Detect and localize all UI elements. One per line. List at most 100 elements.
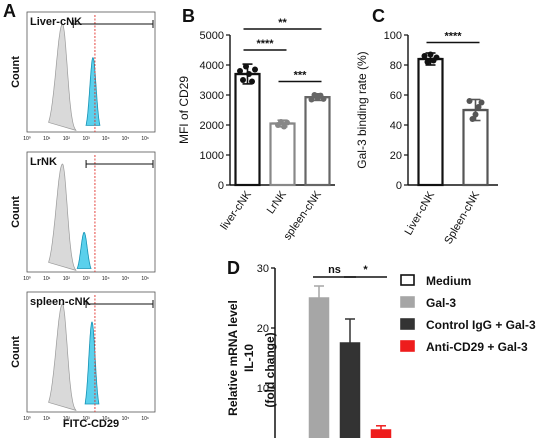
stained-histogram [85, 57, 101, 126]
histogram-y-label: Count [10, 196, 22, 228]
chart-title: IL-10 [242, 344, 256, 372]
data-point [424, 59, 431, 65]
sample-label: spleen-cNK [30, 296, 91, 308]
x-tick-label: 10¹ [43, 136, 51, 142]
y-tick-label: 0 [218, 180, 224, 192]
panel-letter-c: C [372, 6, 385, 26]
y-axis-title: Gal-3 binding rate (%) [355, 51, 369, 168]
bar [269, 122, 296, 187]
legend-label: Control IgG + Gal-3 [426, 318, 536, 332]
y-tick-label: 10 [257, 383, 269, 395]
legend-label: Gal-3 [426, 296, 456, 310]
panel-letter-d: D [227, 258, 240, 278]
histogram-frame-1 [26, 151, 156, 273]
x-tick-label: 10⁶ [141, 136, 149, 142]
y-tick-label: 1000 [200, 150, 224, 162]
histogram-y-label: Count [10, 336, 22, 368]
y-tick-label: 40 [390, 120, 402, 132]
data-point [237, 68, 243, 74]
bar [304, 95, 331, 187]
x-tick-label: 10¹ [43, 276, 51, 282]
legend-label: Anti-CD29 + Gal-3 [426, 340, 528, 354]
y-tick-label: 2000 [200, 120, 224, 132]
significance-label: ** [278, 17, 287, 29]
histogram-frame-2 [26, 291, 156, 413]
y-axis-title-unit: (fold change) [263, 332, 277, 407]
control-histogram [48, 303, 77, 411]
y-tick-label: 100 [384, 30, 402, 42]
x-tick-label: 10⁴ [102, 276, 110, 282]
legend-swatch [400, 296, 415, 308]
data-point [284, 119, 290, 126]
y-tick-label: 60 [390, 90, 402, 102]
bar [308, 297, 330, 438]
data-point [433, 54, 440, 61]
y-tick-label: 4000 [200, 60, 224, 72]
data-point [243, 63, 249, 70]
x-tick-label: 10⁶ [141, 416, 149, 422]
legend-swatch [400, 274, 415, 286]
significance-label: *** [294, 70, 308, 82]
x-tick-label: 10⁶ [141, 276, 149, 282]
y-tick-label: 20 [257, 323, 269, 335]
category-label: Spleen-cNK [442, 189, 482, 246]
y-tick-label: 30 [257, 263, 269, 275]
category-label: Liver-cNK [403, 189, 438, 237]
panel-c-bar-chart: 0 20 40 60 80 100 Liver-cNK Spleen-cNK **** Gal-3… [355, 30, 498, 246]
legend-swatch [400, 318, 415, 330]
panel-letter-a: A [3, 1, 16, 21]
significance-label: **** [444, 31, 462, 43]
histogram-frame-0 [26, 11, 156, 133]
significance-label: ns [328, 264, 341, 276]
x-tick-label: 10³ [82, 136, 90, 142]
y-tick-label: 3000 [200, 90, 224, 102]
data-point [278, 119, 284, 125]
sample-label: LrNK [30, 156, 57, 168]
x-tick-label: 10⁴ [102, 136, 110, 142]
bar [234, 72, 261, 187]
significance-label: **** [256, 38, 274, 50]
x-tick-label: 10⁰ [23, 276, 31, 282]
data-point [320, 95, 327, 102]
data-point [427, 51, 434, 58]
bar [370, 429, 392, 438]
panel-letter-b: B [182, 6, 195, 26]
data-point [240, 77, 246, 83]
panel-d-legend: Medium Gal-3 Control IgG + Gal-3 Anti-CD29 … [400, 274, 536, 354]
sample-label: Liver-cNK [30, 16, 82, 28]
x-tick-label: 10⁵ [122, 136, 130, 142]
data-point [475, 104, 482, 110]
x-tick-label: 10² [63, 416, 71, 422]
control-histogram [48, 23, 77, 131]
x-tick-label: 10² [63, 276, 71, 282]
category-label: liver-cNK [219, 188, 255, 232]
data-point [252, 66, 258, 73]
y-tick-label: 5000 [200, 30, 224, 42]
bar [417, 57, 444, 187]
data-point [421, 53, 428, 59]
x-tick-label: 10³ [82, 416, 90, 422]
data-point [466, 98, 473, 104]
x-tick-label: 10⁰ [23, 136, 31, 142]
y-tick-label: 0 [396, 180, 402, 192]
x-tick-label: 10⁰ [23, 416, 31, 422]
stained-histogram [84, 321, 100, 405]
data-point [249, 78, 255, 85]
data-point [478, 99, 485, 106]
x-tick-label: 10¹ [43, 416, 51, 422]
data-point [308, 96, 315, 103]
data-point [472, 111, 479, 118]
y-axis-title: MFI of CD29 [177, 76, 191, 144]
data-point [246, 71, 252, 77]
y-tick-label: 20 [390, 150, 402, 162]
y-axis-title: Relative mRNA level [226, 300, 240, 416]
x-tick-label: 10⁴ [102, 416, 110, 422]
control-histogram [48, 163, 77, 271]
panel-a-histograms: Liver-cNK Count 10⁰ 10¹ 10² 10³ 10⁴ 10⁵ 10⁶ LrNK C… [10, 11, 156, 430]
x-tick-label: 10⁵ [122, 276, 130, 282]
significance-label: * [363, 264, 368, 276]
y-tick-label: 80 [390, 60, 402, 72]
